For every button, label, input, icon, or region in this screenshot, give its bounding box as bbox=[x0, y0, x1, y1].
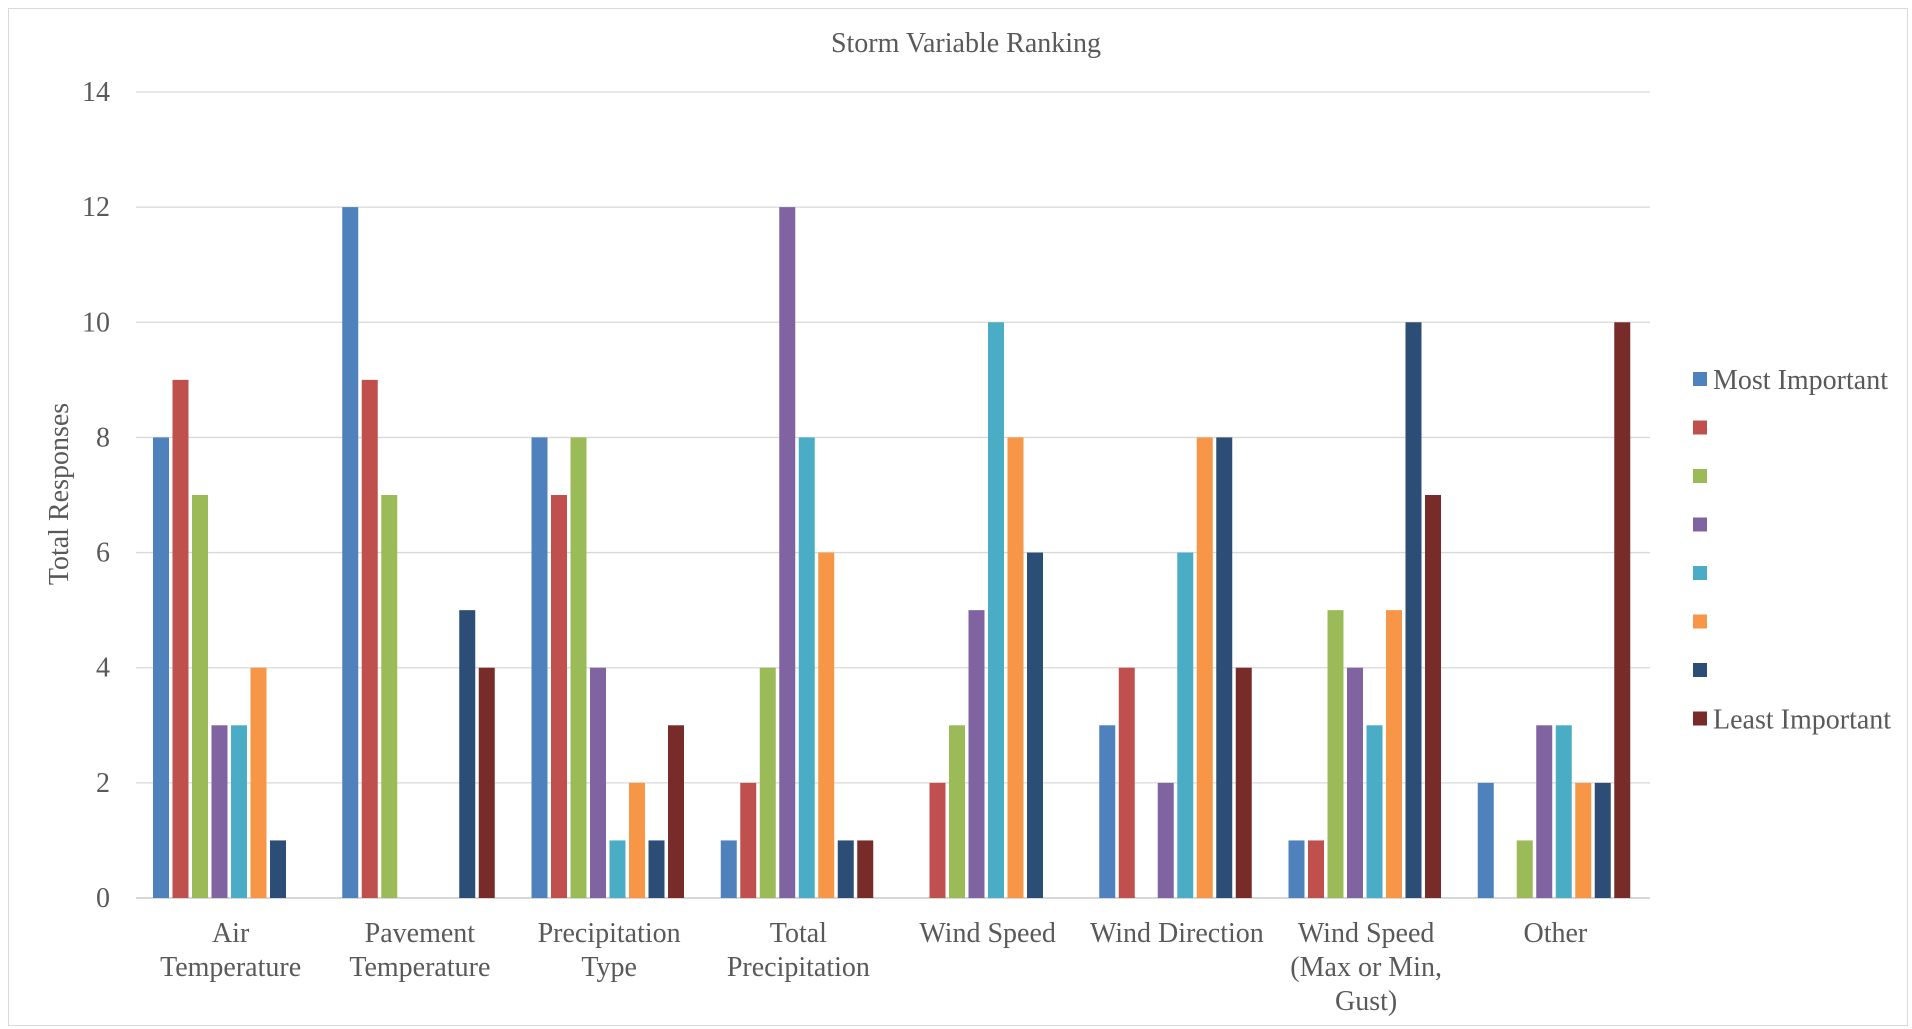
chart-title: Storm Variable Ranking bbox=[831, 28, 1101, 59]
bar bbox=[798, 437, 815, 898]
bar bbox=[720, 840, 737, 898]
bar bbox=[531, 437, 548, 898]
bar bbox=[968, 610, 985, 898]
bar bbox=[759, 667, 776, 898]
y-axis-label: Total Responses bbox=[44, 403, 75, 585]
legend-swatch bbox=[1693, 517, 1707, 532]
bar bbox=[1216, 437, 1233, 898]
bar bbox=[1425, 495, 1441, 898]
x-tick-label: Air bbox=[212, 918, 250, 949]
bar bbox=[1536, 725, 1553, 898]
bar bbox=[551, 495, 567, 898]
y-tick-label: 6 bbox=[96, 538, 110, 569]
bar bbox=[250, 667, 267, 898]
bar bbox=[668, 725, 684, 898]
x-tick-label: (Max or Min, bbox=[1290, 952, 1442, 983]
x-tick-label: Type bbox=[581, 952, 637, 983]
bar bbox=[1516, 840, 1533, 898]
bar bbox=[929, 782, 946, 898]
bar bbox=[648, 840, 665, 898]
bar bbox=[779, 207, 796, 899]
bar bbox=[192, 495, 208, 898]
bar bbox=[342, 207, 359, 899]
bar bbox=[740, 782, 757, 898]
bar bbox=[1235, 667, 1252, 898]
bar bbox=[1555, 725, 1572, 898]
x-tick-label: Temperature bbox=[160, 952, 301, 983]
bar bbox=[1386, 610, 1402, 898]
x-tick-label: Total bbox=[770, 918, 827, 949]
bar bbox=[1177, 552, 1194, 898]
bar bbox=[381, 495, 398, 898]
x-tick-label: Other bbox=[1523, 918, 1587, 949]
bar bbox=[988, 322, 1004, 898]
bar bbox=[1196, 437, 1213, 898]
bar bbox=[1308, 840, 1324, 898]
y-tick-label: 12 bbox=[82, 192, 110, 223]
bar bbox=[1099, 725, 1116, 898]
legend-swatch bbox=[1693, 711, 1707, 726]
x-tick-label: Pavement bbox=[365, 918, 476, 949]
bar bbox=[211, 725, 228, 898]
bar bbox=[1347, 667, 1363, 898]
x-tick-label: Wind Speed bbox=[1298, 918, 1435, 949]
x-tick-label: Wind Speed bbox=[919, 918, 1056, 949]
bar bbox=[837, 840, 854, 898]
bar bbox=[459, 610, 476, 898]
legend-label: Least Important bbox=[1713, 705, 1891, 736]
bar bbox=[1288, 840, 1305, 898]
y-tick-label: 8 bbox=[96, 422, 110, 453]
bar bbox=[818, 552, 835, 898]
bar bbox=[609, 840, 626, 898]
y-tick-label: 10 bbox=[82, 307, 110, 338]
legend-swatch bbox=[1693, 469, 1707, 483]
bar bbox=[1614, 322, 1631, 898]
bar bbox=[1327, 610, 1344, 898]
x-tick-label: Wind Direction bbox=[1090, 918, 1264, 949]
bar bbox=[361, 379, 378, 898]
y-axis-ticks: 0 2 4 6 8 10 12 14 bbox=[82, 77, 110, 914]
bar bbox=[1477, 782, 1494, 898]
bar bbox=[1157, 782, 1174, 898]
bar bbox=[231, 725, 247, 898]
legend-swatch bbox=[1693, 372, 1707, 386]
bar bbox=[570, 437, 587, 898]
y-tick-label: 4 bbox=[96, 653, 110, 684]
x-tick-label: Precipitation bbox=[538, 918, 681, 949]
y-tick-label: 2 bbox=[96, 768, 110, 799]
x-axis-ticks: AirTemperaturePavementTemperaturePrecipi… bbox=[160, 918, 1588, 1017]
bar bbox=[949, 725, 965, 898]
y-tick-label: 0 bbox=[96, 883, 110, 914]
bars bbox=[153, 207, 1631, 899]
bar bbox=[590, 667, 606, 898]
x-tick-label: Gust) bbox=[1335, 986, 1397, 1017]
bar bbox=[1118, 667, 1135, 898]
chart-frame bbox=[8, 8, 1908, 1026]
bar bbox=[1594, 782, 1611, 898]
x-tick-label: Temperature bbox=[349, 952, 490, 983]
legend-swatch bbox=[1693, 663, 1707, 677]
legend: Most Important Least Important bbox=[1693, 365, 1891, 736]
bar bbox=[478, 667, 495, 898]
bar bbox=[172, 379, 189, 898]
legend-swatch bbox=[1693, 420, 1707, 435]
x-tick-label: Precipitation bbox=[727, 952, 870, 983]
bar bbox=[1405, 322, 1422, 898]
bar bbox=[153, 437, 169, 898]
bar bbox=[857, 840, 874, 898]
legend-label: Most Important bbox=[1713, 365, 1888, 396]
bar bbox=[1575, 782, 1592, 898]
bar bbox=[1027, 552, 1043, 898]
bar bbox=[270, 840, 286, 898]
y-tick-label: 14 bbox=[82, 77, 110, 108]
bar bbox=[1366, 725, 1383, 898]
legend-swatch bbox=[1693, 566, 1707, 580]
bar bbox=[629, 782, 645, 898]
bar bbox=[1007, 437, 1024, 898]
legend-swatch bbox=[1693, 614, 1707, 629]
